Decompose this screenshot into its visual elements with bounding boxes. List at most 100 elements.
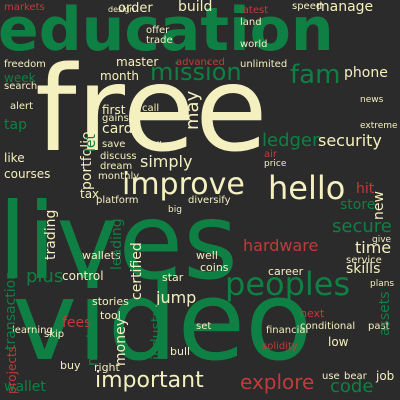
word-price: price xyxy=(264,159,287,169)
word-wallet: wallet xyxy=(4,379,46,395)
word-month: month xyxy=(100,69,139,83)
word-dream: dream xyxy=(100,161,133,172)
word-jump: jump xyxy=(156,288,197,307)
word-bear: bear xyxy=(344,371,367,382)
word-gains: gains xyxy=(102,113,129,124)
word-hit: hit xyxy=(356,181,375,197)
word-conditional: conditional xyxy=(300,321,356,332)
word-like: like xyxy=(4,151,25,165)
word-week: week xyxy=(4,71,36,85)
word-skip: skip xyxy=(44,329,65,340)
word-service: service xyxy=(346,255,382,266)
word-certified: certified xyxy=(129,242,145,300)
word-offer: offer xyxy=(146,25,170,36)
word-courses: courses xyxy=(4,167,51,181)
word-set: set xyxy=(196,321,212,332)
word-unlimited: unlimited xyxy=(240,59,288,70)
word-monthly: monthly xyxy=(98,171,140,182)
word-transaction: transaction xyxy=(3,270,19,350)
word-leading: leading xyxy=(109,218,125,270)
word-money: money xyxy=(113,318,129,366)
word-plans: plans xyxy=(370,279,395,289)
word-learning: learning xyxy=(12,325,53,336)
word-card: card xyxy=(102,121,133,137)
word-store: store xyxy=(340,197,376,213)
word-next: next xyxy=(300,307,325,320)
word-new: new xyxy=(371,191,387,220)
word-trade: trade xyxy=(146,35,173,46)
word-save: save xyxy=(102,139,126,150)
word-ledger: ledger xyxy=(262,130,320,151)
word-control: control xyxy=(62,269,104,283)
word-design: design xyxy=(108,5,135,14)
word-discuss: discuss xyxy=(100,151,137,162)
word-past: past xyxy=(368,321,390,332)
word-video: video xyxy=(12,257,313,385)
word-order: order xyxy=(118,1,153,16)
word-world: world xyxy=(240,39,268,50)
word-code: code xyxy=(330,376,374,397)
word-tap: tap xyxy=(4,117,27,133)
word-improve: improve xyxy=(122,167,245,202)
word-buy: buy xyxy=(60,359,81,372)
word-may: may xyxy=(182,90,203,130)
word-speed: speed xyxy=(292,1,323,12)
word-security: security xyxy=(318,131,382,150)
word-latest: latest xyxy=(240,5,269,16)
word-air: air xyxy=(264,149,278,160)
word-master: master xyxy=(116,55,159,69)
word-fees: fees xyxy=(62,315,92,331)
word-free: free xyxy=(35,40,268,178)
word-right: right xyxy=(94,361,120,374)
word-mission: mission xyxy=(150,58,242,86)
word-lives: lives xyxy=(0,181,238,303)
word-stories: stories xyxy=(92,295,129,308)
word-secure: secure xyxy=(332,216,392,237)
word-assets: assets xyxy=(377,291,393,336)
word-hello: hello xyxy=(268,169,346,207)
word-industry: industry xyxy=(149,302,165,360)
word-fam: fam xyxy=(290,60,341,90)
word-use: use xyxy=(322,371,340,382)
word-projects: projects xyxy=(5,346,19,394)
word-trading: trading xyxy=(43,209,59,260)
word-education: education xyxy=(0,0,334,65)
word-plus: plus xyxy=(26,266,64,287)
word-wallets: wallets xyxy=(82,249,121,262)
word-extreme: extreme xyxy=(360,121,398,131)
word-market: market xyxy=(85,316,101,366)
word-call: call xyxy=(142,103,160,114)
word-land: land xyxy=(240,17,262,28)
word-job: job xyxy=(376,369,395,383)
word-solidity: solidity xyxy=(262,341,298,352)
word-coins: coins xyxy=(200,261,229,274)
word-freedom: freedom xyxy=(4,59,46,70)
word-first: first xyxy=(102,103,126,117)
word-alert: alert xyxy=(10,101,34,112)
word-advanced: advanced xyxy=(176,57,225,68)
word-peoples: peoples xyxy=(225,265,351,303)
word-star: star xyxy=(162,271,184,284)
word-markets: markets xyxy=(4,2,45,13)
word-full: full xyxy=(148,141,162,151)
word-tax: tax xyxy=(80,187,100,201)
word-platform: platform xyxy=(96,195,139,206)
word-big: big xyxy=(168,205,182,215)
word-diversify: diversify xyxy=(188,195,231,206)
word-time: time xyxy=(355,238,392,257)
word-important: important xyxy=(95,368,204,393)
word-simply: simply xyxy=(140,152,193,171)
word-low: low xyxy=(328,335,349,349)
word-hardware: hardware xyxy=(243,236,319,255)
word-well: well xyxy=(196,249,218,262)
word-career: career xyxy=(268,265,304,278)
word-news: news xyxy=(360,95,384,105)
word-phone: phone xyxy=(344,65,388,81)
word-tool: tool xyxy=(100,309,121,322)
word-explore: explore xyxy=(240,370,315,394)
word-give: give xyxy=(372,235,392,245)
word-build: build xyxy=(178,0,213,15)
word-manage: manage xyxy=(316,0,374,15)
word-let: let xyxy=(83,134,99,152)
